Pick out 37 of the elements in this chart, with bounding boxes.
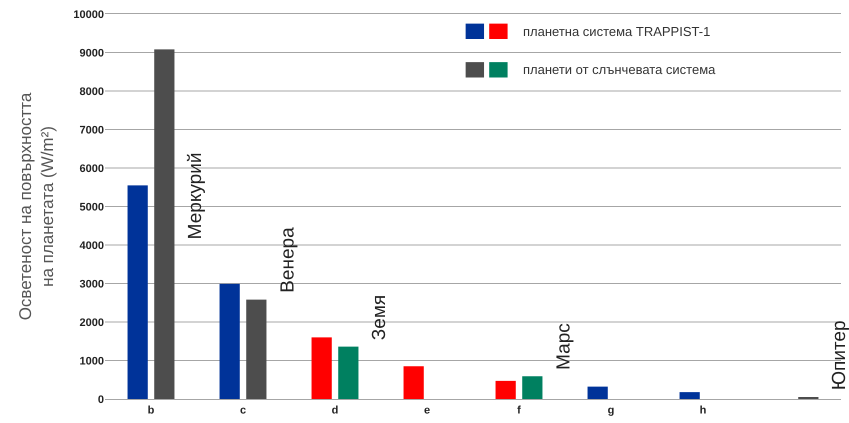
bar [588,386,608,399]
y-tick-label: 8000 [80,86,104,98]
y-tick-label: 1000 [80,355,104,368]
y-tick-label: 5000 [80,201,104,214]
x-tick-label: c [240,404,246,416]
legend-label: планетна система TRAPPIST-1 [523,24,710,39]
bar [220,284,240,399]
x-tick-label: f [517,404,522,416]
y-tick-label: 6000 [80,162,104,175]
x-tick-label: d [332,404,338,416]
x-tick-label: g [608,404,614,416]
bar [522,376,542,399]
bar [128,185,148,399]
annotation: Меркурий [185,152,206,240]
y-tick-label: 2000 [80,316,104,329]
bar [246,300,266,399]
bar [312,337,332,399]
x-tick-label: h [700,404,707,416]
annotation: Венера [278,226,299,293]
x-tick-label: b [148,404,155,416]
bar [496,380,516,399]
x-tick-label: e [424,404,430,416]
y-tick-label: 0 [98,394,104,406]
y-tick-label: 9000 [80,47,104,60]
y-tick-label: 3000 [80,278,104,290]
y-tick-label: 7000 [80,124,104,136]
annotation: Юпитер [829,320,849,390]
bar [154,49,174,399]
legend-label: планети от слънчевата система [523,62,716,77]
y-tick-label: 10000 [73,8,104,21]
annotation: Земя [369,294,390,340]
y-axis-title: Осветеност на повърхността на планетата (W/m²) [16,92,57,320]
bar [404,366,424,399]
y-tick-label: 4000 [80,240,104,252]
bar [338,346,358,399]
annotation: Марс [554,323,575,370]
bar [680,392,700,399]
